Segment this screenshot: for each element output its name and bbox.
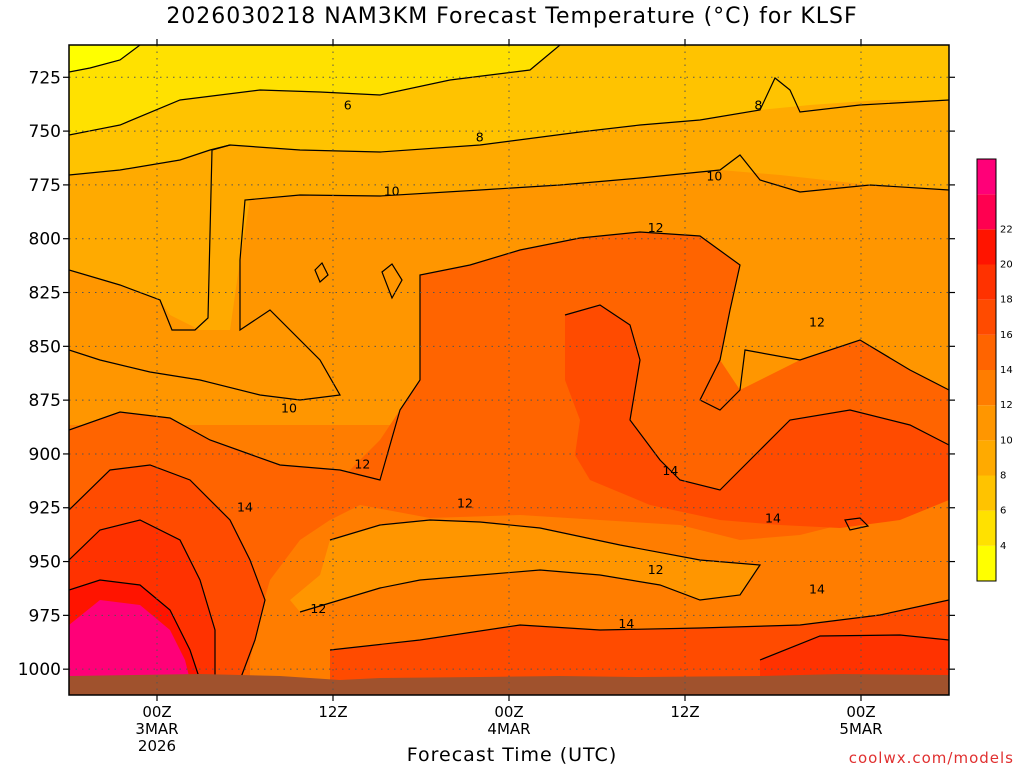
band-fill <box>69 45 140 72</box>
colorbar-label: 12 <box>1000 400 1013 411</box>
contour-line <box>759 634 949 661</box>
contour-label: 10 <box>281 401 297 416</box>
colorbar-segment <box>977 440 996 476</box>
contour-label: 12 <box>809 315 825 330</box>
contour-label: 14 <box>809 582 825 597</box>
contour-line <box>69 144 949 331</box>
x-tick-label: 00Z <box>142 703 171 721</box>
y-tick-label: 900 <box>29 445 61 465</box>
contour-label: 10 <box>384 183 400 198</box>
contour-line <box>69 45 561 136</box>
colorbar-segment <box>977 264 996 300</box>
terrain-strip <box>69 674 949 695</box>
contour-line <box>69 260 341 401</box>
grid-lines <box>69 45 949 695</box>
contour-label: 14 <box>662 463 678 478</box>
colorbar-frame <box>976 158 997 582</box>
contour-label: 8 <box>476 130 484 145</box>
contour-label: 8 <box>754 97 762 112</box>
contour-line <box>844 517 870 531</box>
contour-line <box>381 263 403 300</box>
colorbar-label: 18 <box>1000 295 1013 306</box>
band-fill <box>69 280 340 400</box>
contour-line <box>564 304 949 491</box>
y-tick-label: 850 <box>29 337 61 357</box>
colorbar-segment <box>977 510 996 546</box>
colorbar-label: 6 <box>1000 506 1006 517</box>
contour-line <box>314 261 329 284</box>
colorbar-label: 10 <box>1000 435 1013 446</box>
contour-lines <box>69 45 949 681</box>
contour-label: 10 <box>706 168 722 183</box>
y-tick-label: 825 <box>29 284 61 304</box>
contour-label: 14 <box>618 616 634 631</box>
colorbar-label: 22 <box>1000 224 1013 235</box>
contour-line <box>69 45 141 73</box>
contour-line <box>69 464 266 681</box>
band-fill <box>69 600 190 680</box>
contour-label: 6 <box>344 97 352 112</box>
y-tick-label: 800 <box>29 230 61 250</box>
x-tick-label: 4MAR <box>487 720 530 738</box>
colorbar-segment <box>977 334 996 370</box>
y-tick-label: 875 <box>29 391 61 411</box>
colorbar-segment <box>977 194 996 230</box>
x-tick-label: 3MAR <box>135 720 178 738</box>
band-fill <box>290 520 760 612</box>
colorbar-segment <box>977 159 996 195</box>
contour-label: 12 <box>354 457 370 472</box>
y-tick-label: 975 <box>29 606 61 626</box>
band-fill <box>565 305 949 528</box>
x-tick-label: 12Z <box>670 703 699 721</box>
x-tick-label: 00Z <box>846 703 875 721</box>
colorbar-label: 8 <box>1000 471 1006 482</box>
contour-line <box>69 579 201 681</box>
colorbar-segment <box>977 370 996 406</box>
contour-label: 14 <box>765 511 781 526</box>
contour-line <box>69 519 216 680</box>
x-tick-label: 00Z <box>494 703 523 721</box>
y-tick-label: 1000 <box>18 660 61 680</box>
colorbar-segment <box>977 405 996 441</box>
contour-label: 12 <box>648 562 664 577</box>
colorbar-segment <box>977 475 996 511</box>
x-tick-label: 2026 <box>138 737 176 755</box>
plot-frame <box>68 44 950 696</box>
site-credit[interactable]: coolwx.com/models <box>848 749 1014 767</box>
contour-labels: 6 8 8 10 10 10 12 12 12 12 12 12 14 14 14 14 14 <box>237 97 825 631</box>
y-tick-label: 725 <box>29 68 61 88</box>
y-tick-label: 925 <box>29 499 61 519</box>
colorbar-segment <box>977 299 996 335</box>
y-axis: 725 750 775 800 825 850 875 900 925 950 975 1000 <box>18 68 955 680</box>
x-tick-label: 12Z <box>318 703 347 721</box>
contour-label: 12 <box>457 495 473 510</box>
y-tick-label: 775 <box>29 176 61 196</box>
contour-line <box>69 77 949 176</box>
contour-label: 12 <box>648 220 664 235</box>
colorbar-label: 20 <box>1000 260 1013 271</box>
contour-line <box>69 231 949 481</box>
colorbar-segment <box>977 229 996 265</box>
colorbar-label: 16 <box>1000 330 1013 341</box>
contour-line <box>329 599 949 651</box>
chart-title: 2026030218 NAM3KM Forecast Temperature (… <box>166 4 858 29</box>
colorbar: 4 6 8 10 12 14 16 18 20 22 <box>976 158 1013 582</box>
x-tick-label: 5MAR <box>839 720 882 738</box>
contour-label: 14 <box>237 500 253 515</box>
band-fill <box>69 45 560 135</box>
y-tick-label: 950 <box>29 553 61 573</box>
colorbar-label: 14 <box>1000 365 1013 376</box>
colorbar-segment <box>977 545 996 581</box>
contour-label: 12 <box>310 601 326 616</box>
y-tick-label: 750 <box>29 122 61 142</box>
contour-line <box>299 519 762 613</box>
colorbar-label: 4 <box>1000 541 1006 552</box>
x-axis-label: Forecast Time (UTC) <box>406 744 618 766</box>
